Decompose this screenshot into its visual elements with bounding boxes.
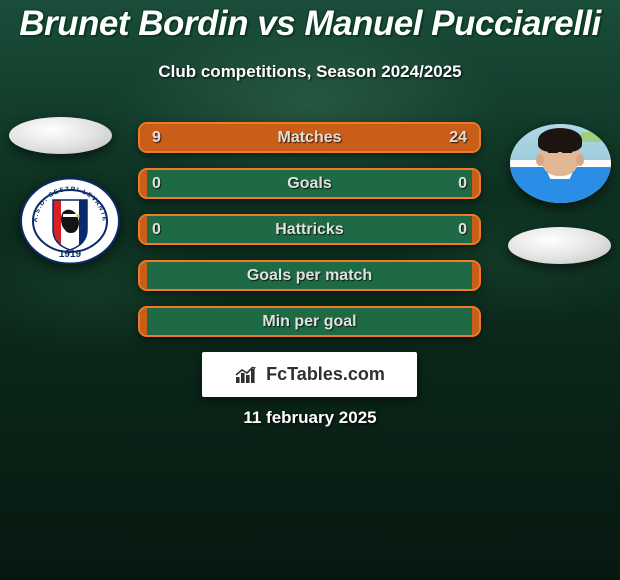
club-badge-left: A.S.D. SESTRI LEVANTE 1919 xyxy=(20,178,120,264)
stat-label: Matches xyxy=(140,124,479,151)
stat-label: Goals per match xyxy=(140,262,479,289)
stat-right-value: 0 xyxy=(458,216,467,243)
date-text: 11 february 2025 xyxy=(0,408,620,428)
stat-label: Min per goal xyxy=(140,308,479,335)
stat-right-value: 24 xyxy=(449,124,467,151)
stat-label: Goals xyxy=(140,170,479,197)
stat-right-value: 0 xyxy=(458,170,467,197)
page-title: Brunet Bordin vs Manuel Pucciarelli xyxy=(0,4,620,44)
avatar-right-placeholder xyxy=(508,227,611,264)
avatar-left-placeholder xyxy=(9,117,112,154)
subtitle: Club competitions, Season 2024/2025 xyxy=(0,62,620,82)
stat-bar-hattricks: 0 Hattricks 0 xyxy=(138,214,481,245)
logo-text: FcTables.com xyxy=(266,364,385,385)
bar-chart-icon xyxy=(234,365,260,385)
avatar-right-photo xyxy=(510,124,611,203)
stat-bar-goals: 0 Goals 0 xyxy=(138,168,481,199)
stat-bars: 9 Matches 24 0 Goals 0 0 Hattricks 0 Goa… xyxy=(138,122,481,352)
stat-bar-goals-per-match: Goals per match xyxy=(138,260,481,291)
stat-label: Hattricks xyxy=(140,216,479,243)
fctables-logo: FcTables.com xyxy=(202,352,417,397)
stat-bar-matches: 9 Matches 24 xyxy=(138,122,481,153)
stat-bar-min-per-goal: Min per goal xyxy=(138,306,481,337)
